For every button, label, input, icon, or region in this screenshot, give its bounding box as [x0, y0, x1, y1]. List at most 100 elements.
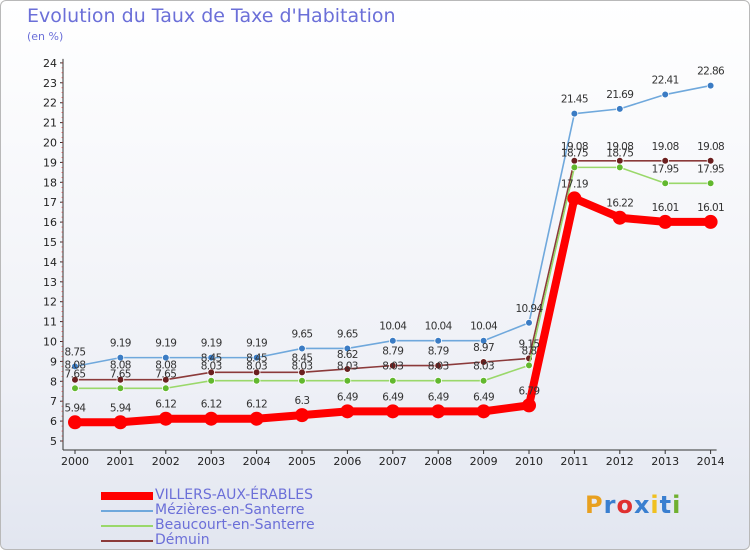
data-label: 9.65 — [292, 328, 313, 340]
data-label: 6.49 — [382, 391, 403, 403]
data-point — [661, 157, 669, 165]
x-tick-label: 2013 — [651, 455, 679, 468]
chart-title: Evolution du Taux de Taxe d'Habitation — [27, 5, 396, 27]
data-point — [706, 81, 715, 90]
data-point — [615, 105, 624, 113]
data-point — [252, 353, 261, 362]
data-label: 21.69 — [606, 89, 633, 101]
data-point — [388, 336, 397, 345]
data-label: 6.79 — [519, 385, 540, 397]
data-point — [522, 398, 536, 413]
unit-label: (en %) — [27, 30, 64, 43]
data-label: 8.08 — [65, 360, 86, 372]
data-label: 16.22 — [606, 198, 633, 210]
y-tick-label: 6 — [50, 415, 57, 428]
data-label: 8.08 — [110, 360, 131, 372]
data-label: 9.19 — [155, 338, 176, 350]
logo-letter: i — [672, 491, 682, 519]
data-label: 22.86 — [697, 66, 725, 78]
data-point — [116, 375, 125, 384]
y-tick-label: 5 — [50, 435, 57, 448]
y-tick-label: 12 — [43, 296, 57, 309]
data-label: 8.03 — [337, 361, 358, 373]
y-tick-label: 15 — [43, 236, 57, 249]
x-tick-label: 2002 — [152, 455, 180, 468]
data-label: 19.08 — [606, 141, 633, 153]
data-point — [343, 365, 352, 373]
data-point — [298, 368, 306, 377]
data-label: 7.65 — [110, 368, 131, 380]
data-label: 6.49 — [337, 391, 358, 403]
y-tick-label: 11 — [43, 316, 57, 329]
data-point — [207, 376, 216, 385]
x-tick-label: 2010 — [515, 455, 543, 468]
legend-swatch — [101, 525, 153, 527]
data-label: 16.01 — [652, 202, 679, 214]
data-point — [340, 404, 355, 419]
data-point — [706, 179, 715, 188]
data-point — [249, 411, 264, 426]
y-tick-label: 14 — [43, 256, 57, 269]
data-point — [162, 353, 170, 362]
x-tick-label: 2001 — [106, 455, 134, 468]
logo-letter: i — [650, 491, 660, 519]
data-point — [204, 411, 219, 426]
data-label: 8.62 — [337, 349, 358, 361]
data-label: 7.65 — [65, 368, 86, 380]
x-tick-label: 2011 — [560, 455, 588, 468]
data-label: 8.79 — [382, 346, 403, 358]
data-label: 8.03 — [382, 361, 403, 373]
data-label: 8.45 — [201, 352, 222, 364]
data-label: 9.19 — [110, 338, 131, 350]
data-label: 7.65 — [155, 368, 176, 380]
data-point — [162, 384, 170, 393]
data-label: 19.08 — [652, 141, 679, 153]
data-point — [252, 368, 261, 377]
data-label: 22.41 — [652, 75, 679, 87]
data-point — [298, 376, 306, 385]
data-label: 21.45 — [561, 94, 588, 106]
data-label: 8.03 — [292, 361, 313, 373]
data-label: 16.01 — [697, 202, 724, 214]
logo-letter: t — [659, 491, 673, 519]
data-point — [434, 336, 443, 345]
data-label: 6.12 — [201, 399, 222, 411]
x-tick-label: 2006 — [333, 455, 361, 468]
data-point — [567, 191, 582, 206]
data-point — [71, 362, 79, 371]
data-label: 19.08 — [697, 141, 724, 153]
data-label: 9.19 — [246, 338, 267, 350]
data-point — [434, 361, 443, 370]
data-label: 18.75 — [561, 147, 588, 159]
data-point — [158, 411, 173, 426]
x-tick-label: 2005 — [288, 455, 316, 468]
y-tick-label: 16 — [43, 216, 57, 229]
data-label: 9.65 — [337, 328, 358, 340]
data-point — [525, 318, 533, 327]
series-beaucourt-en-santerre — [71, 163, 715, 393]
legend-swatch — [101, 510, 153, 512]
y-tick-label: 8 — [50, 375, 57, 388]
data-label: 10.94 — [515, 303, 543, 315]
legend-label: Beaucourt-en-Santerre — [155, 517, 315, 533]
series-m-zi-res-en-santerre — [71, 81, 715, 371]
data-point — [343, 376, 352, 385]
data-label: 8.03 — [246, 361, 267, 373]
data-point — [295, 408, 309, 423]
y-tick-label: 24 — [43, 57, 57, 70]
y-tick-label: 21 — [43, 117, 57, 130]
data-label: 8.03 — [473, 361, 494, 373]
data-point — [116, 384, 125, 393]
x-tick-label: 2007 — [379, 455, 407, 468]
data-point — [116, 353, 125, 362]
data-label: 6.12 — [246, 399, 267, 411]
data-label: 10.04 — [425, 321, 453, 333]
data-label: 8.97 — [473, 342, 494, 354]
data-point — [68, 415, 82, 430]
logo-letter: r — [603, 491, 617, 519]
data-point — [476, 404, 491, 419]
y-tick-label: 7 — [50, 395, 57, 408]
y-tick-label: 20 — [43, 137, 57, 150]
